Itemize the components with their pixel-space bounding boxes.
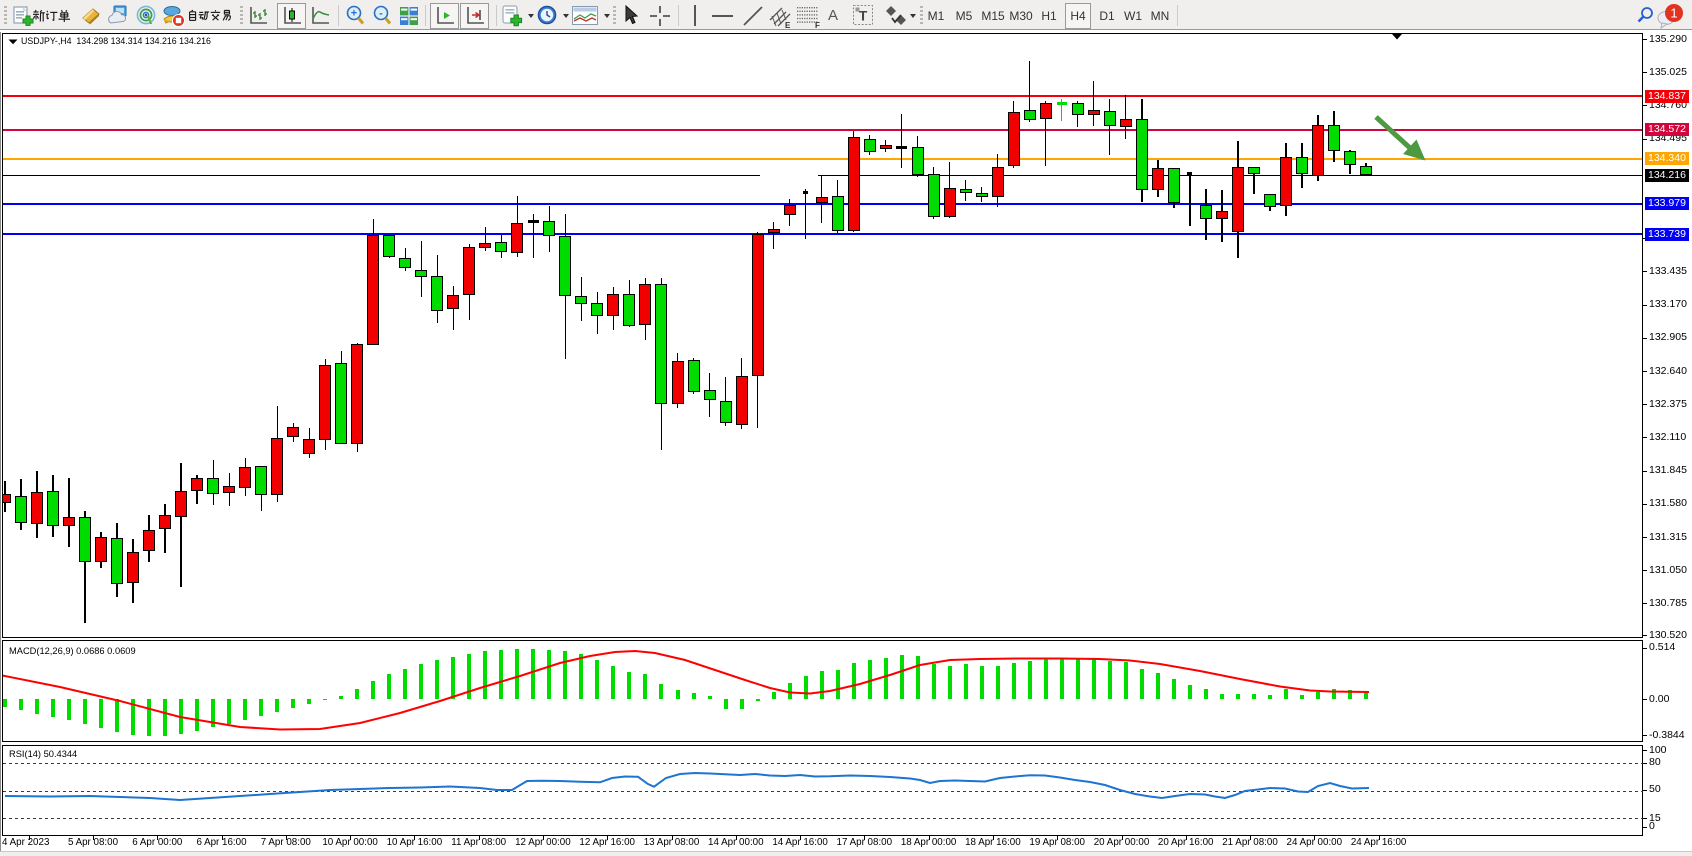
svg-text:E: E xyxy=(785,21,791,29)
svg-text:T: T xyxy=(859,8,868,24)
svg-text:F: F xyxy=(815,21,820,29)
svg-text:-: - xyxy=(379,8,383,20)
svg-text:1: 1 xyxy=(1670,6,1677,21)
svg-text:+: + xyxy=(351,8,357,20)
